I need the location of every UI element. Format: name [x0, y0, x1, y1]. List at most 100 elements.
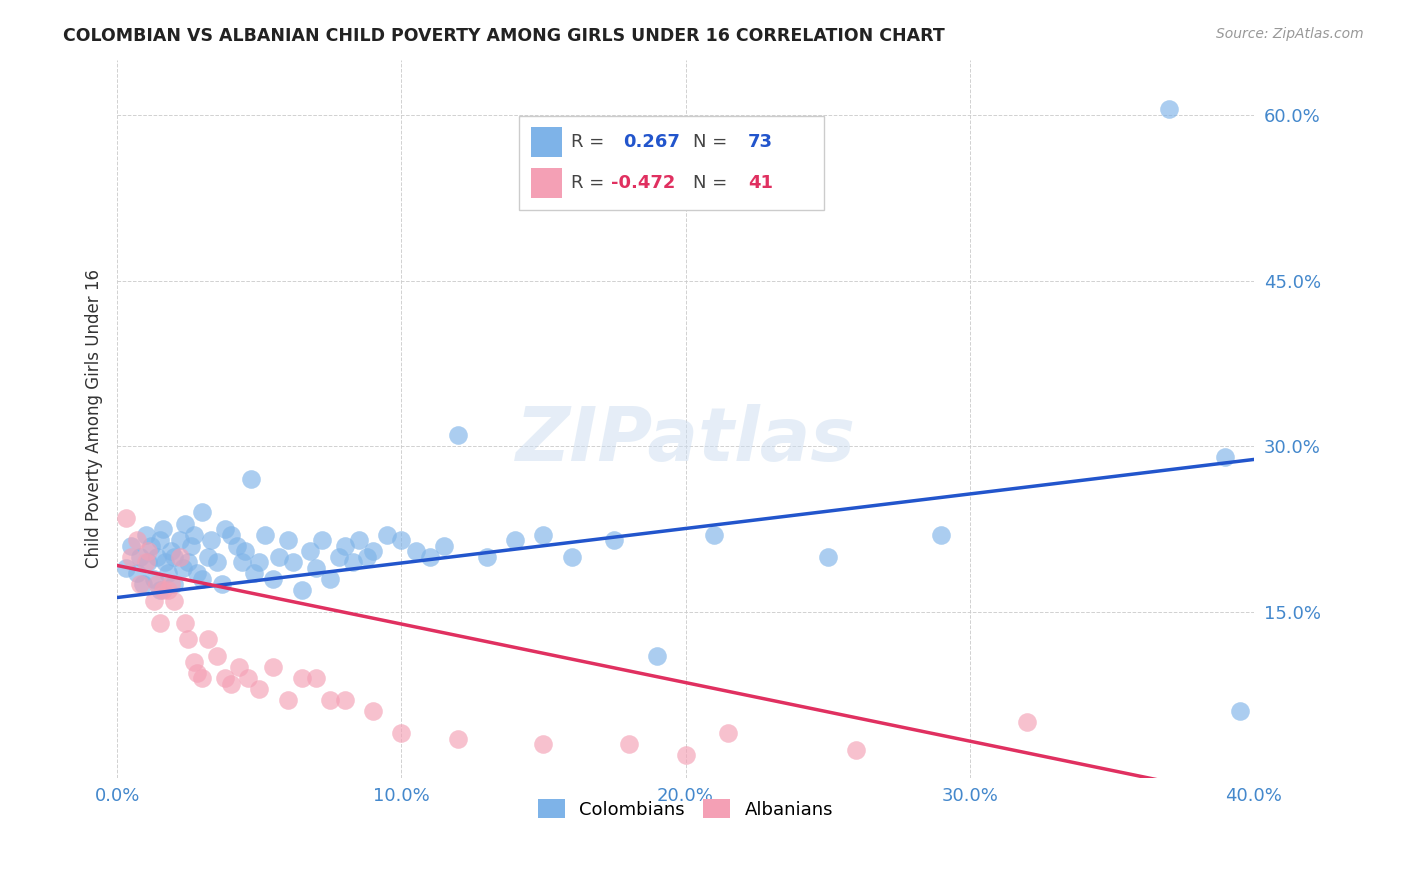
Point — [433, 539, 456, 553]
Point — [146, 577, 169, 591]
Point — [114, 560, 136, 574]
Point — [180, 539, 202, 553]
Point — [361, 704, 384, 718]
Point — [333, 539, 356, 553]
Point — [138, 544, 160, 558]
Point — [283, 555, 305, 569]
Point — [205, 648, 228, 663]
Point — [717, 726, 740, 740]
Point — [183, 655, 205, 669]
Point — [157, 582, 180, 597]
Point — [135, 527, 157, 541]
Text: 73: 73 — [748, 133, 773, 151]
Point — [143, 572, 166, 586]
Point — [205, 555, 228, 569]
Point — [253, 527, 276, 541]
Point — [311, 533, 333, 547]
Text: R =: R = — [571, 175, 610, 193]
Point — [347, 533, 370, 547]
Point — [333, 693, 356, 707]
Point — [291, 582, 314, 597]
Point — [1229, 704, 1251, 718]
Point — [129, 549, 152, 564]
Text: Source: ZipAtlas.com: Source: ZipAtlas.com — [1216, 27, 1364, 41]
Point — [174, 615, 197, 630]
Point — [375, 527, 398, 541]
Point — [929, 527, 952, 541]
Point — [197, 632, 219, 647]
Point — [1015, 715, 1038, 730]
Point — [242, 566, 264, 581]
Text: 0.267: 0.267 — [623, 133, 679, 151]
Point — [236, 671, 259, 685]
Point — [177, 632, 200, 647]
Point — [163, 549, 186, 564]
Point — [269, 549, 291, 564]
Text: R =: R = — [571, 133, 610, 151]
Point — [191, 671, 214, 685]
Point — [125, 566, 148, 581]
Point — [233, 544, 256, 558]
Point — [152, 522, 174, 536]
Point — [1215, 450, 1237, 465]
Point — [141, 539, 163, 553]
Point — [817, 549, 839, 564]
Point — [143, 594, 166, 608]
Point — [561, 549, 583, 564]
Point — [114, 511, 136, 525]
Point — [120, 539, 142, 553]
Point — [219, 676, 242, 690]
Point — [419, 549, 441, 564]
Point — [617, 738, 640, 752]
Point — [149, 533, 172, 547]
Point — [172, 560, 194, 574]
Legend: Colombians, Albanians: Colombians, Albanians — [530, 792, 841, 826]
Point — [125, 533, 148, 547]
Point — [389, 533, 412, 547]
Point — [475, 549, 498, 564]
Text: -0.472: -0.472 — [610, 175, 675, 193]
Point — [160, 577, 183, 591]
Point — [228, 660, 250, 674]
Point — [645, 648, 668, 663]
Point — [225, 539, 247, 553]
Point — [277, 533, 299, 547]
Text: ZIPatlas: ZIPatlas — [516, 403, 855, 476]
Point — [675, 748, 697, 763]
Text: COLOMBIAN VS ALBANIAN CHILD POVERTY AMONG GIRLS UNDER 16 CORRELATION CHART: COLOMBIAN VS ALBANIAN CHILD POVERTY AMON… — [63, 27, 945, 45]
Point — [155, 555, 177, 569]
Point — [200, 533, 222, 547]
Point — [186, 566, 208, 581]
Point — [163, 594, 186, 608]
Point — [183, 527, 205, 541]
Point — [135, 555, 157, 569]
Point — [447, 731, 470, 746]
Point — [447, 428, 470, 442]
Point — [299, 544, 322, 558]
Point — [239, 472, 262, 486]
Point — [177, 555, 200, 569]
Point — [291, 671, 314, 685]
Y-axis label: Child Poverty Among Girls Under 16: Child Poverty Among Girls Under 16 — [86, 269, 103, 568]
Point — [603, 533, 626, 547]
Point — [157, 566, 180, 581]
Point — [219, 527, 242, 541]
Point — [361, 544, 384, 558]
Point — [247, 555, 270, 569]
Point — [305, 671, 328, 685]
Point — [129, 577, 152, 591]
Point — [149, 615, 172, 630]
Point — [319, 693, 342, 707]
Point — [231, 555, 253, 569]
Point — [1157, 103, 1180, 117]
Point — [146, 549, 169, 564]
Point — [263, 572, 285, 586]
Point — [160, 544, 183, 558]
Point — [305, 560, 328, 574]
Point — [845, 743, 868, 757]
Point — [191, 506, 214, 520]
Text: N =: N = — [693, 133, 733, 151]
Point — [132, 577, 155, 591]
Point — [277, 693, 299, 707]
Point — [211, 577, 233, 591]
